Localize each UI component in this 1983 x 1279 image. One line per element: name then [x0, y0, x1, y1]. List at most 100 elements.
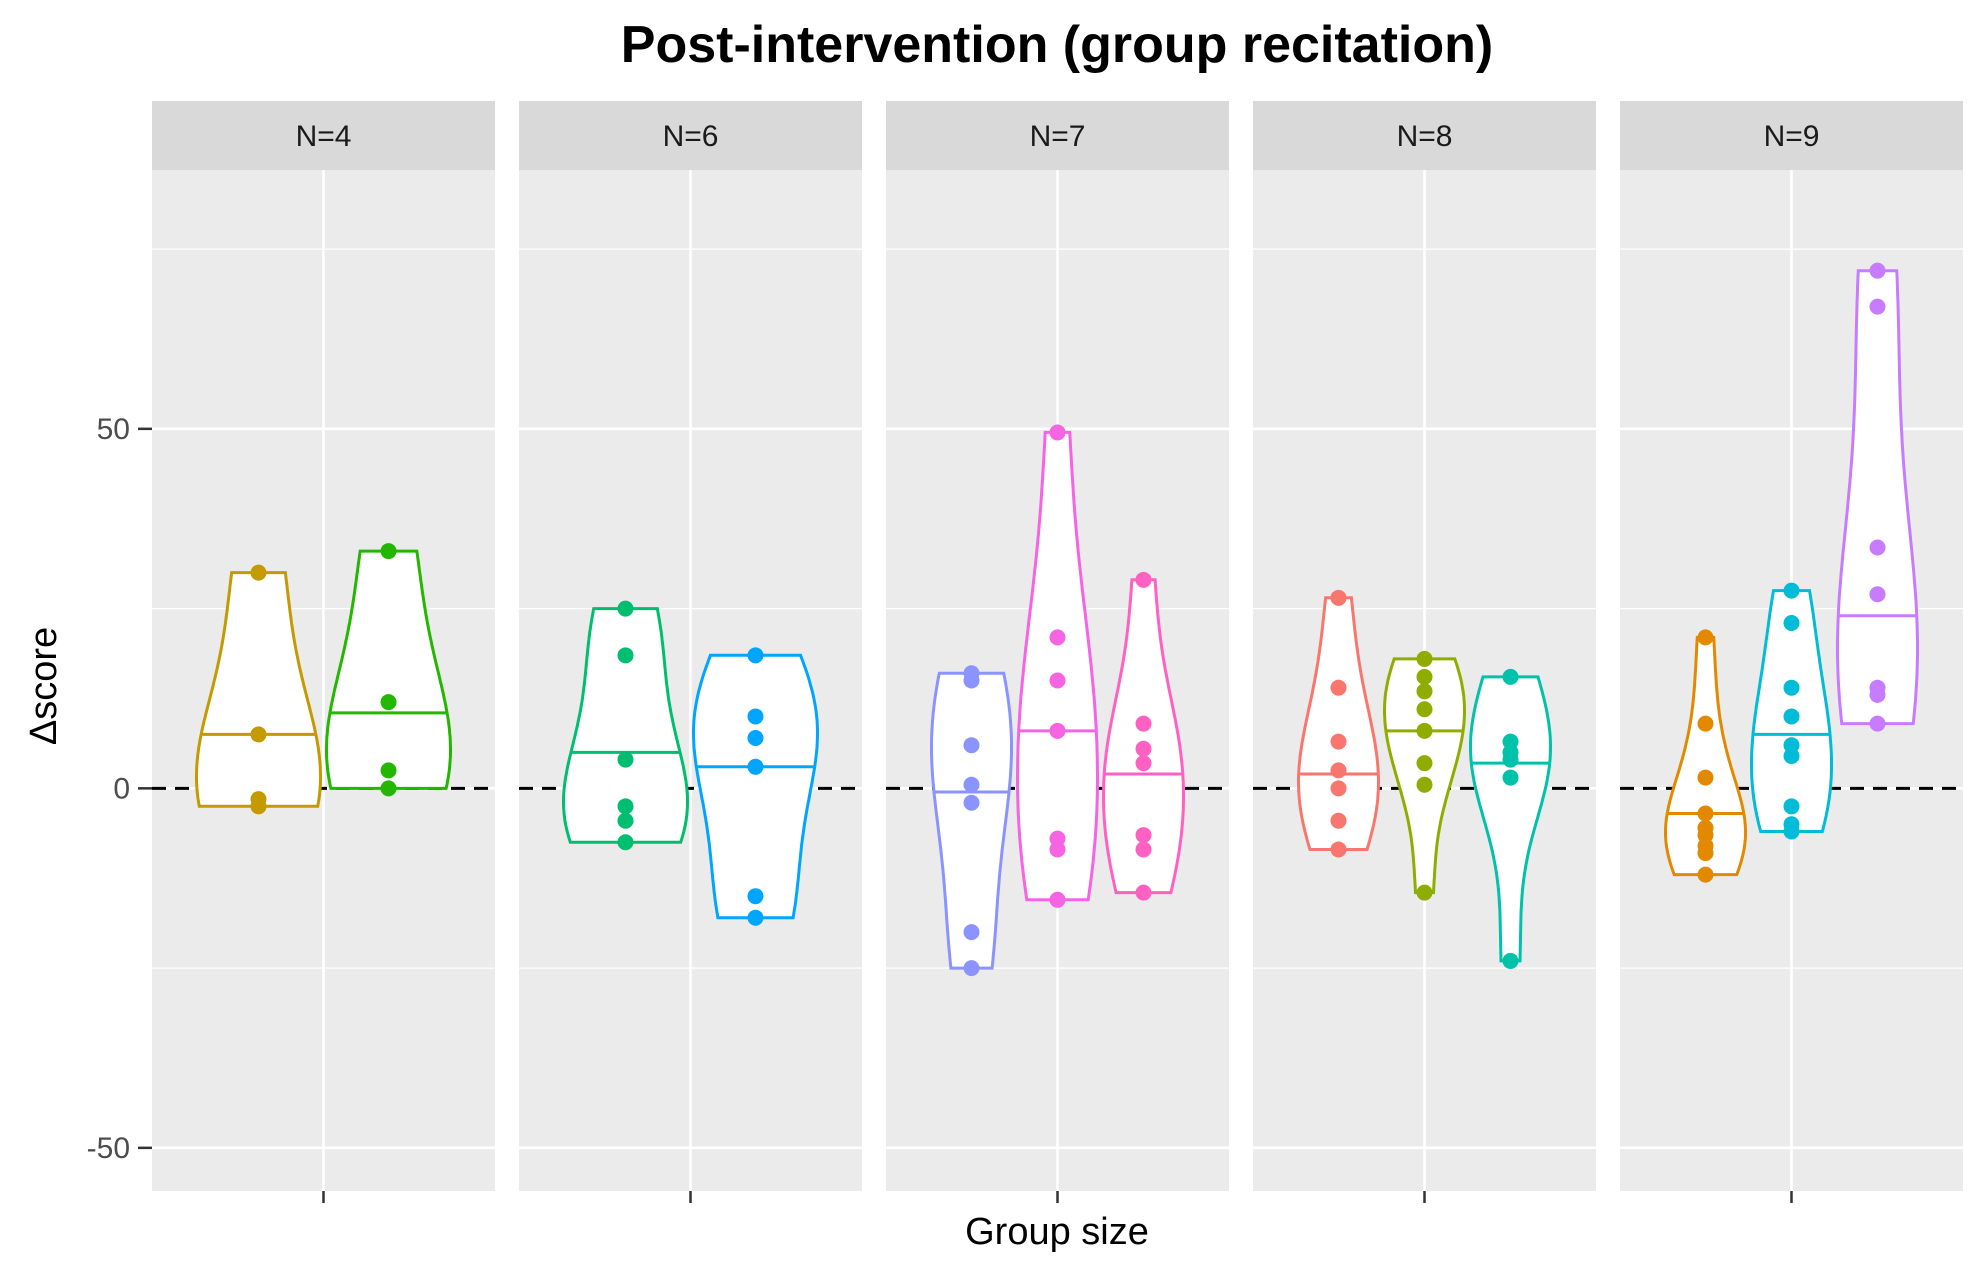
data-point — [617, 647, 634, 664]
violin-group — [1102, 571, 1185, 901]
violin-shape — [562, 607, 689, 844]
facet-strip-label: N=6 — [663, 120, 719, 153]
data-point — [1697, 866, 1714, 883]
violin-shape — [1297, 596, 1380, 851]
data-point — [617, 834, 634, 851]
data-point — [1869, 586, 1886, 603]
violin-shape — [1102, 578, 1185, 895]
data-point — [1783, 747, 1800, 764]
violin-group — [692, 647, 819, 926]
data-point — [1697, 715, 1714, 732]
data-point — [250, 798, 267, 815]
data-point — [250, 564, 267, 581]
data-point — [1783, 798, 1800, 815]
data-point — [963, 737, 980, 754]
data-point — [963, 960, 980, 977]
data-point — [1049, 424, 1066, 441]
violin-group — [930, 665, 1013, 977]
violin-shape — [1383, 657, 1466, 895]
data-point — [1416, 722, 1433, 739]
data-point — [617, 751, 634, 768]
data-point — [1330, 589, 1347, 606]
data-point — [963, 924, 980, 941]
violin-shape — [1016, 430, 1099, 902]
data-point — [1416, 683, 1433, 700]
data-point — [1869, 298, 1886, 315]
violin-shape — [1836, 269, 1919, 726]
data-point — [617, 600, 634, 617]
violin-group — [1469, 668, 1552, 969]
data-point — [1416, 755, 1433, 772]
data-point — [1135, 755, 1152, 772]
violin-group — [1297, 589, 1380, 858]
data-point — [1330, 841, 1347, 858]
violin-group — [325, 543, 452, 797]
violin-shape — [1469, 675, 1552, 963]
data-point — [1502, 751, 1519, 768]
facet-panel: N=4 — [152, 101, 495, 1203]
data-point — [1783, 708, 1800, 725]
facet-strip-label: N=7 — [1030, 120, 1086, 153]
data-point — [1049, 722, 1066, 739]
data-point — [1330, 762, 1347, 779]
violin-shape — [1664, 635, 1747, 877]
data-point — [1869, 262, 1886, 279]
data-point — [250, 726, 267, 743]
facet-strip — [152, 101, 495, 170]
facet-strip-label: N=9 — [1764, 120, 1820, 153]
data-point — [1135, 740, 1152, 757]
data-point — [380, 694, 397, 711]
data-point — [1416, 668, 1433, 685]
data-point — [1135, 884, 1152, 901]
facet-strip — [519, 101, 862, 170]
facet-panel: N=9 — [1620, 101, 1963, 1203]
data-point — [380, 762, 397, 779]
facet-panel: N=6 — [519, 101, 862, 1203]
facet-panels: N=4 N=6 N=7 N=8 N=9 — [152, 101, 1963, 1203]
facet-strip — [1620, 101, 1963, 170]
violin-shape — [930, 671, 1013, 970]
chart-title: Post-intervention (group recitation) — [621, 16, 1493, 74]
data-point — [1135, 841, 1152, 858]
data-point — [1135, 571, 1152, 588]
data-point — [1502, 952, 1519, 969]
data-point — [747, 730, 764, 747]
data-point — [1049, 629, 1066, 646]
data-point — [747, 909, 764, 926]
data-point — [963, 794, 980, 811]
violin-group — [1016, 424, 1099, 908]
data-point — [747, 647, 764, 664]
data-point — [1049, 891, 1066, 908]
data-point — [1697, 629, 1714, 646]
data-point — [1049, 841, 1066, 858]
violin-group — [1836, 262, 1919, 732]
data-point — [1416, 650, 1433, 667]
data-point — [1869, 539, 1886, 556]
data-point — [1135, 827, 1152, 844]
facet-strip-label: N=4 — [296, 120, 352, 153]
violin-shape — [692, 653, 819, 920]
data-point — [380, 543, 397, 560]
facet-strip — [886, 101, 1229, 170]
data-point — [1783, 582, 1800, 599]
y-axis-title: Δscore — [23, 627, 65, 745]
facet-panel: N=7 — [886, 101, 1229, 1203]
data-point — [1416, 884, 1433, 901]
y-tick-label: 50 — [97, 413, 130, 446]
data-point — [747, 888, 764, 905]
y-axis: -50 0 50 — [87, 413, 152, 1165]
facet-strip-label: N=8 — [1397, 120, 1453, 153]
data-point — [1783, 679, 1800, 696]
data-point — [617, 812, 634, 829]
violin-group — [1664, 629, 1747, 883]
violin-group — [1383, 650, 1466, 901]
y-tick-label: -50 — [87, 1132, 130, 1165]
facet-panel: N=8 — [1253, 101, 1596, 1203]
data-point — [1697, 845, 1714, 862]
data-point — [380, 780, 397, 797]
data-point — [1502, 668, 1519, 685]
violin-group — [195, 564, 322, 815]
data-point — [963, 672, 980, 689]
x-axis-title: Group size — [965, 1211, 1149, 1253]
